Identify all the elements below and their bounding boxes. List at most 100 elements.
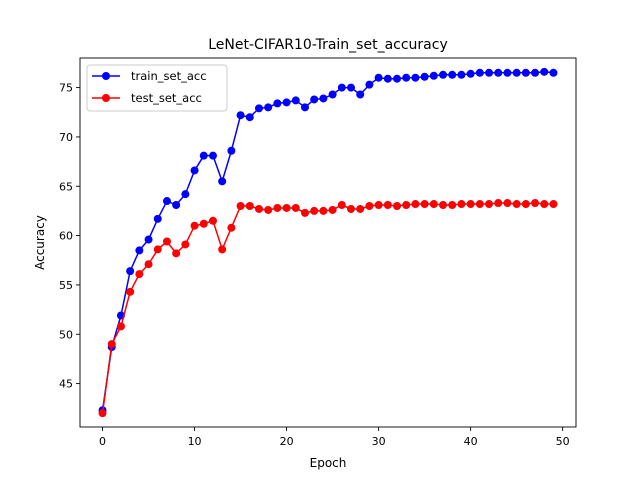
- data-point: [457, 200, 466, 209]
- data-point: [291, 96, 300, 105]
- data-point: [475, 68, 484, 77]
- data-point: [549, 68, 558, 77]
- data-point: [126, 287, 135, 296]
- data-point: [439, 70, 448, 79]
- data-point: [172, 201, 181, 210]
- data-point: [503, 68, 512, 77]
- legend-frame: [86, 64, 228, 112]
- series-test_set_acc: [98, 199, 558, 418]
- y-tick-label: 75: [59, 82, 73, 95]
- data-point: [199, 219, 208, 228]
- data-point: [365, 201, 374, 210]
- data-point: [153, 245, 162, 254]
- data-point: [420, 72, 429, 81]
- data-point: [365, 80, 374, 89]
- legend-label: train_set_acc: [131, 69, 207, 83]
- x-tick-label: 0: [99, 435, 106, 448]
- data-point: [135, 270, 144, 279]
- y-tick-label: 70: [59, 131, 73, 144]
- data-point: [540, 67, 549, 76]
- legend-marker: [102, 72, 110, 80]
- data-point: [107, 340, 116, 349]
- data-point: [356, 90, 365, 99]
- legend-label: test_set_acc: [131, 91, 202, 105]
- x-tick-label: 40: [464, 435, 478, 448]
- y-tick-label: 50: [59, 328, 73, 341]
- y-tick-label: 60: [59, 230, 73, 243]
- data-point: [411, 200, 420, 209]
- data-point: [411, 73, 420, 82]
- data-point: [347, 83, 356, 92]
- y-tick-label: 45: [59, 378, 73, 391]
- data-point: [135, 246, 144, 255]
- y-axis-label: Accuracy: [33, 215, 47, 270]
- data-point: [218, 245, 227, 254]
- axes-frame: [79, 57, 577, 428]
- data-point: [227, 146, 236, 155]
- legend-marker: [102, 94, 110, 102]
- data-point: [521, 200, 530, 209]
- data-point: [402, 73, 411, 82]
- data-point: [264, 205, 273, 214]
- data-point: [531, 68, 540, 77]
- data-point: [512, 68, 521, 77]
- data-point: [116, 322, 125, 331]
- data-point: [448, 70, 457, 79]
- data-point: [264, 103, 273, 112]
- data-point: [466, 200, 475, 209]
- data-point: [540, 200, 549, 209]
- data-point: [227, 223, 236, 232]
- chart-title: LeNet-CIFAR10-Train_set_accuracy: [208, 37, 448, 53]
- data-point: [503, 199, 512, 208]
- data-point: [273, 99, 282, 108]
- data-point: [457, 70, 466, 79]
- x-tick-label: 50: [556, 435, 570, 448]
- data-point: [494, 199, 503, 208]
- data-point: [549, 200, 558, 209]
- data-point: [208, 151, 217, 160]
- data-point: [393, 201, 402, 210]
- data-point: [402, 201, 411, 210]
- data-point: [466, 69, 475, 78]
- data-point: [420, 200, 429, 209]
- data-point: [181, 240, 190, 249]
- data-point: [162, 197, 171, 206]
- data-point: [300, 208, 309, 217]
- data-point: [475, 200, 484, 209]
- data-point: [494, 68, 503, 77]
- data-point: [172, 249, 181, 258]
- data-point: [319, 206, 328, 215]
- data-point: [153, 214, 162, 223]
- data-point: [254, 104, 263, 113]
- data-point: [190, 221, 199, 230]
- data-point: [218, 177, 227, 186]
- data-point: [328, 90, 337, 99]
- data-point: [310, 206, 319, 215]
- data-point: [485, 68, 494, 77]
- data-point: [98, 409, 107, 418]
- data-point: [282, 203, 291, 212]
- y-tick-label: 65: [59, 180, 73, 193]
- x-axis-label: Epoch: [310, 456, 347, 470]
- data-point: [383, 201, 392, 210]
- data-point: [319, 94, 328, 103]
- data-point: [144, 235, 153, 244]
- data-point: [393, 74, 402, 83]
- data-point: [282, 98, 291, 107]
- data-point: [429, 200, 438, 209]
- legend: train_set_acc test_set_acc: [86, 64, 228, 112]
- series-layer: [98, 67, 558, 418]
- x-tick-label: 20: [280, 435, 294, 448]
- data-point: [181, 190, 190, 199]
- axes: 0 10 20 30 40 50 45 50 55 60 65 70 75: [59, 82, 570, 448]
- data-point: [485, 200, 494, 209]
- data-point: [254, 204, 263, 213]
- data-point: [531, 199, 540, 208]
- data-point: [199, 151, 208, 160]
- data-point: [356, 204, 365, 213]
- data-point: [328, 205, 337, 214]
- x-tick-label: 10: [188, 435, 202, 448]
- data-point: [300, 103, 309, 112]
